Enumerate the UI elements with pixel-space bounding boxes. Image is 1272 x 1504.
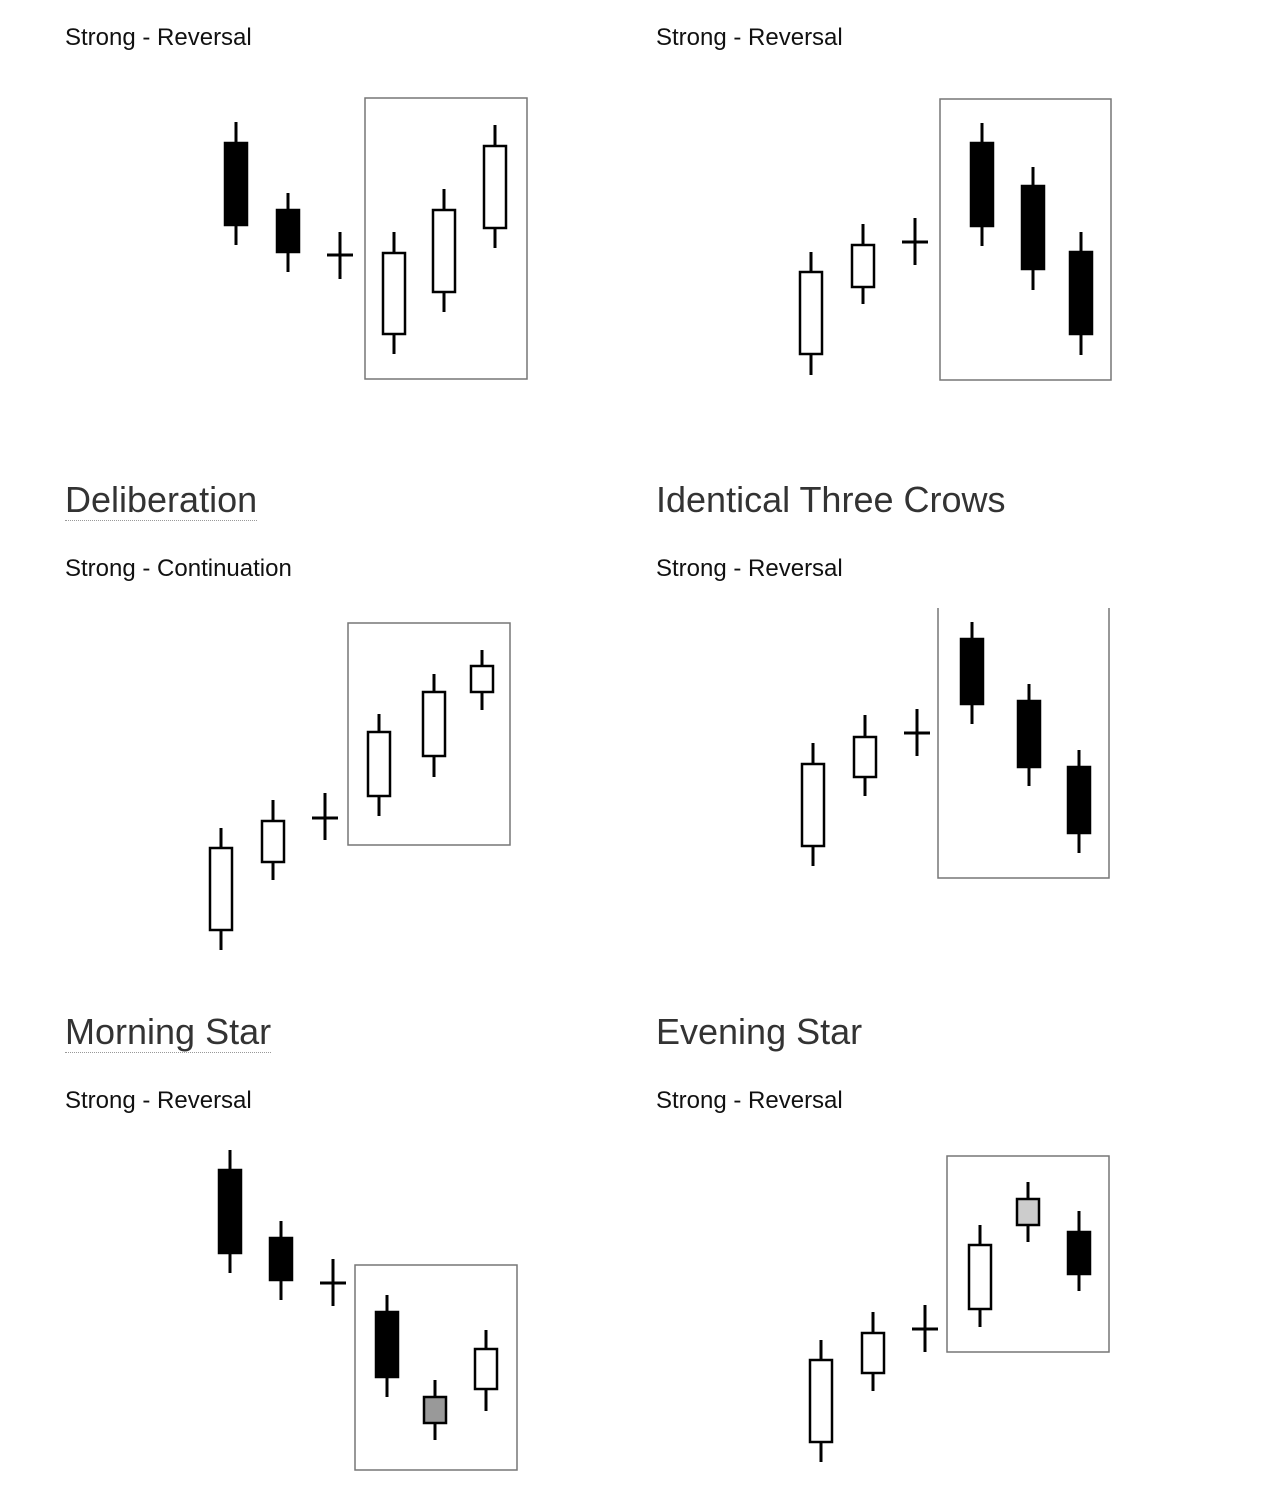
candle-body: [217, 1168, 243, 1255]
candle-body: [969, 141, 995, 228]
highlight-box: [354, 1264, 518, 1471]
candle-body: [223, 141, 249, 227]
candle-body: [431, 208, 457, 294]
candle-body: [374, 1310, 400, 1379]
pattern-title-link[interactable]: Morning Star: [65, 1011, 272, 1053]
candle-body: [808, 1358, 834, 1444]
candle-body: [422, 1395, 448, 1425]
candle-body: [850, 243, 876, 289]
candle-body: [366, 730, 392, 798]
pattern-strength: Strong - Continuation: [65, 555, 292, 582]
candle-body: [1066, 765, 1092, 835]
candle-body: [421, 690, 447, 758]
candle-body: [800, 762, 826, 848]
highlight-box: [347, 622, 511, 846]
candle-body: [473, 1347, 499, 1391]
pattern-strength: Strong - Reversal: [656, 555, 843, 582]
candle-body: [208, 846, 234, 932]
highlight-box: [364, 97, 528, 380]
candle-body: [1066, 1230, 1092, 1276]
candle-body: [798, 270, 824, 356]
candle-body: [1020, 184, 1046, 271]
pattern-title: Evening Star: [656, 1011, 863, 1052]
pattern-strength: Strong - Reversal: [65, 1087, 252, 1114]
candle-body: [1015, 1197, 1041, 1227]
candle-body: [381, 251, 407, 336]
candle-body: [1016, 699, 1042, 769]
candle-body: [1068, 250, 1094, 336]
candle-body: [275, 208, 301, 254]
candle-body: [268, 1236, 294, 1282]
highlight-box: [946, 1155, 1110, 1353]
pattern-strength: Strong - Reversal: [656, 1087, 843, 1114]
candle-body: [469, 664, 495, 694]
candle-body: [852, 735, 878, 779]
pattern-title-link[interactable]: Deliberation: [65, 479, 258, 521]
highlight-box: [937, 608, 1110, 879]
pattern-strength: Strong - Reversal: [656, 24, 843, 51]
pattern-strength: Strong - Reversal: [65, 24, 252, 51]
candle-body: [260, 819, 286, 864]
candle-body: [959, 637, 985, 706]
highlight-box: [939, 98, 1112, 381]
candle-body: [860, 1331, 886, 1375]
pattern-title: Identical Three Crows: [656, 479, 1006, 520]
candle-body: [967, 1243, 993, 1311]
candle-body: [482, 144, 508, 230]
